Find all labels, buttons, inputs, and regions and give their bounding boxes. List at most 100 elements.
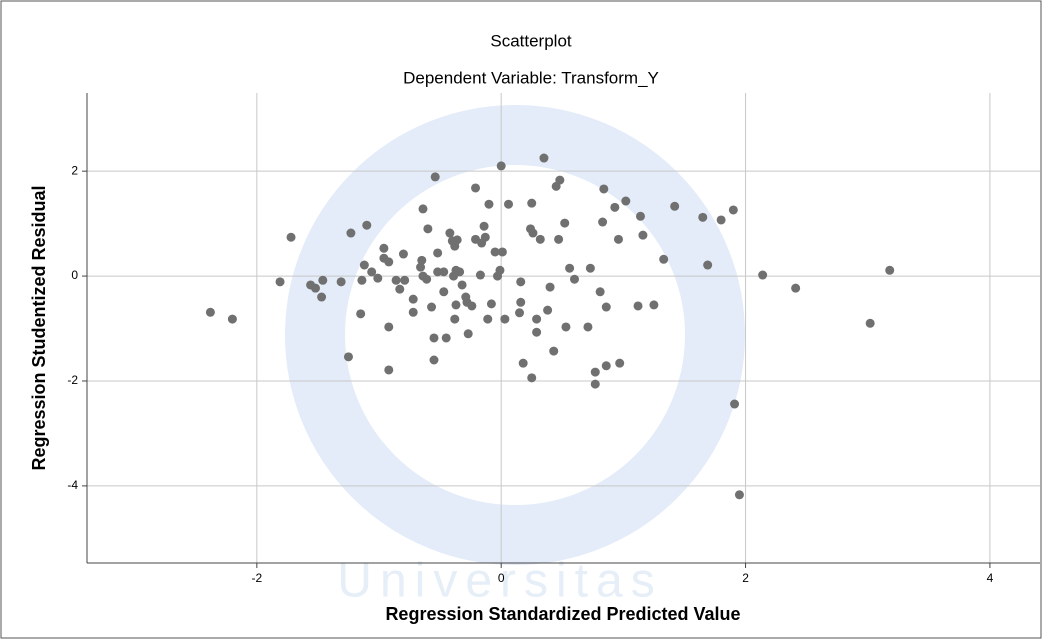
point	[614, 235, 623, 244]
point	[598, 218, 607, 227]
point	[549, 347, 558, 356]
point	[417, 256, 426, 265]
point	[615, 359, 624, 368]
point	[311, 284, 320, 293]
point	[356, 309, 365, 318]
point	[362, 221, 371, 230]
point	[344, 352, 353, 361]
point	[206, 308, 215, 317]
point	[591, 368, 600, 377]
point	[560, 219, 569, 228]
point	[791, 284, 800, 293]
point	[360, 261, 369, 270]
point	[610, 203, 619, 212]
point	[346, 229, 355, 238]
point	[318, 276, 327, 285]
point	[532, 328, 541, 337]
point	[467, 301, 476, 310]
point	[602, 361, 611, 370]
point	[439, 267, 448, 276]
point	[528, 229, 537, 238]
point	[480, 222, 489, 231]
chart-title: Scatterplot	[490, 31, 572, 50]
y-tick-label: -2	[67, 373, 78, 387]
point	[634, 301, 643, 310]
point	[458, 280, 467, 289]
point	[483, 315, 492, 324]
point	[418, 204, 427, 213]
point	[392, 276, 401, 285]
point	[546, 283, 555, 292]
point	[698, 213, 707, 222]
y-tick-label: 0	[71, 268, 78, 282]
x-tick-label: 0	[498, 571, 505, 585]
point	[636, 212, 645, 221]
point	[429, 333, 438, 342]
point	[228, 315, 237, 324]
point	[455, 267, 464, 276]
x-tick-label: -2	[251, 571, 262, 585]
point	[337, 277, 346, 286]
point	[384, 257, 393, 266]
point	[276, 277, 285, 286]
point	[357, 276, 366, 285]
point	[484, 200, 493, 209]
point	[565, 264, 574, 273]
point	[659, 255, 668, 264]
point	[400, 276, 409, 285]
point	[384, 322, 393, 331]
x-tick-label: 2	[742, 571, 749, 585]
point	[497, 161, 506, 170]
point	[433, 248, 442, 257]
point	[866, 319, 875, 328]
point	[498, 247, 507, 256]
point	[717, 215, 726, 224]
point	[409, 295, 418, 304]
point	[599, 184, 608, 193]
point	[532, 315, 541, 324]
point	[735, 490, 744, 499]
point	[586, 264, 595, 273]
x-tick-label: 4	[987, 571, 994, 585]
point	[543, 306, 552, 315]
point	[649, 300, 658, 309]
point	[422, 275, 431, 284]
point	[516, 298, 525, 307]
chart: Universitas Scatterplot Dependent Variab…	[0, 0, 1042, 639]
point	[429, 355, 438, 364]
point	[519, 359, 528, 368]
point	[395, 285, 404, 294]
point	[527, 373, 536, 382]
point	[409, 308, 418, 317]
point	[431, 172, 440, 181]
point	[500, 315, 509, 324]
point	[516, 277, 525, 286]
point	[476, 271, 485, 280]
point	[451, 300, 460, 309]
point	[527, 199, 536, 208]
chart-subtitle: Dependent Variable: Transform_Y	[403, 68, 659, 87]
point	[450, 315, 459, 324]
point	[583, 322, 592, 331]
point	[561, 322, 570, 331]
point	[554, 235, 563, 244]
point	[758, 271, 767, 280]
point	[399, 250, 408, 259]
point	[638, 231, 647, 240]
point	[515, 308, 524, 317]
point	[495, 266, 504, 275]
point	[621, 197, 630, 206]
point	[464, 329, 473, 338]
point	[439, 287, 448, 296]
point	[555, 176, 564, 185]
point	[423, 224, 432, 233]
x-axis-title: Regression Standardized Predicted Value	[385, 604, 740, 624]
point	[471, 183, 480, 192]
point	[570, 275, 579, 284]
point	[384, 365, 393, 374]
point	[442, 333, 451, 342]
point	[504, 200, 513, 209]
point	[596, 287, 605, 296]
point	[487, 299, 496, 308]
y-axis-title: Regression Studentized Residual	[29, 185, 49, 470]
